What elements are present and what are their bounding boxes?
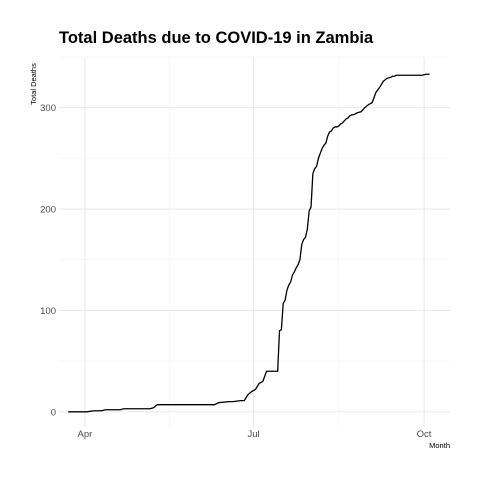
x-axis-label: Month (429, 441, 450, 450)
chart-grid (59, 56, 450, 427)
x-axis-ticks: Apr Jul Oct (78, 429, 432, 440)
series-line (68, 73, 430, 413)
y-axis-ticks: 0 100 200 300 (40, 103, 56, 418)
x-tick-label: Oct (417, 429, 432, 440)
y-axis-label: Total Deaths (29, 63, 38, 105)
x-tick-label: Apr (78, 429, 93, 440)
y-tick-label: 300 (40, 103, 56, 114)
x-tick-label: Jul (247, 429, 259, 440)
y-tick-label: 100 (40, 306, 56, 317)
y-tick-label: 200 (40, 205, 56, 216)
chart-title: Total Deaths due to COVID-19 in Zambia (59, 29, 374, 47)
y-tick-label: 0 (51, 407, 56, 418)
